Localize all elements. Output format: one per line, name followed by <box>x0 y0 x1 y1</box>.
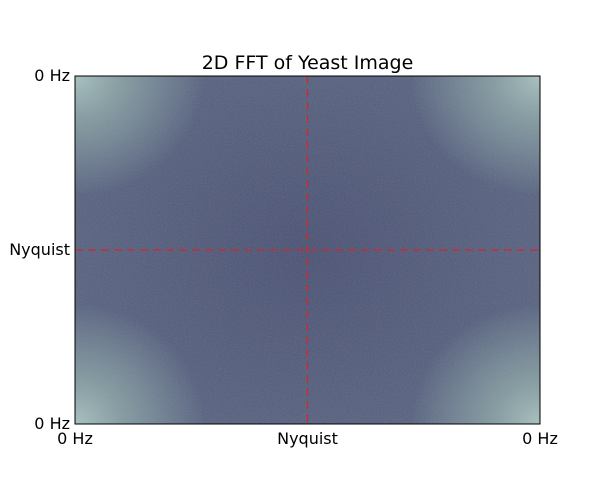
y-tick-label: Nyquist <box>9 240 70 259</box>
x-tick-label: 0 Hz <box>522 429 558 448</box>
chart-title: 2D FFT of Yeast Image <box>202 52 414 74</box>
plot-frame <box>74 75 541 425</box>
x-tick-label: Nyquist <box>277 429 338 448</box>
x-axis: 0 Hz Nyquist 0 Hz <box>57 429 558 448</box>
y-tick-label: 0 Hz <box>34 414 70 433</box>
x-tick-label: 0 Hz <box>57 429 93 448</box>
reference-lines <box>75 76 540 424</box>
y-tick-label: 0 Hz <box>34 66 70 85</box>
y-axis: 0 Hz Nyquist 0 Hz <box>9 66 70 433</box>
